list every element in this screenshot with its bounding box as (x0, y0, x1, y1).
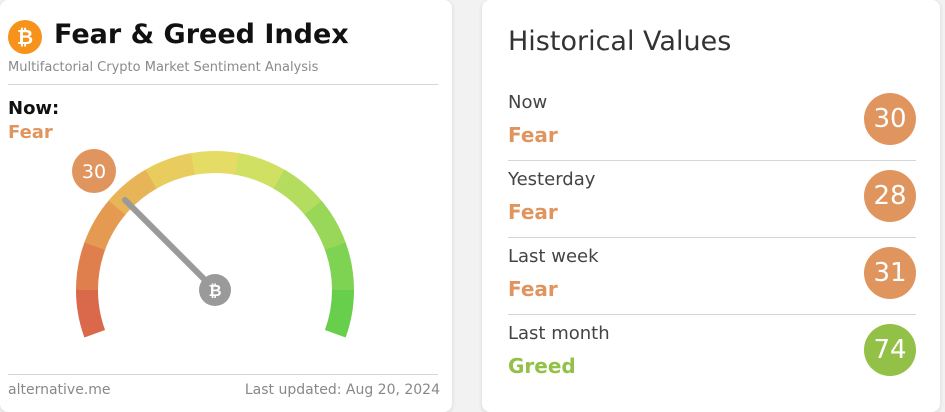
row-divider (508, 160, 916, 161)
gauge-arc (76, 151, 354, 338)
index-card: ₿ Fear & Greed Index Multifactorial Cryp… (0, 0, 452, 412)
period-label: Now (508, 92, 548, 113)
gauge-value: 30 (82, 161, 106, 183)
gauge-badge (72, 149, 116, 193)
row-divider (508, 237, 916, 238)
now-label: Now: (8, 98, 60, 119)
subtitle: Multifactorial Crypto Market Sentiment A… (8, 60, 319, 75)
value-badge: 30 (864, 93, 916, 145)
historical-card: Historical Values Now Fear 30 Yesterday Fear… (482, 0, 940, 412)
arc-segment (84, 199, 127, 251)
period-label: Last month (508, 323, 610, 344)
period-label: Last week (508, 246, 599, 267)
classification: Fear (508, 277, 558, 301)
classification: Fear (508, 123, 558, 147)
arc-segment (304, 200, 347, 252)
source: alternative.me (8, 382, 111, 398)
arc-segment (234, 153, 286, 190)
value-badge: 28 (864, 170, 916, 222)
title: Fear & Greed Index (54, 19, 349, 50)
period-label: Yesterday (508, 169, 596, 190)
arc-segment (108, 169, 158, 216)
bitcoin-icon: ₿ (8, 20, 42, 54)
classification: Fear (508, 200, 558, 224)
now-classification: Fear (8, 122, 53, 143)
classification: Greed (508, 354, 576, 378)
arc-segment (145, 152, 197, 189)
historical-title: Historical Values (508, 26, 732, 57)
divider (8, 84, 438, 85)
arc-segment (324, 242, 354, 292)
arc-segment (76, 241, 106, 291)
last-updated: Last updated: Aug 20, 2024 (244, 382, 440, 398)
needle (122, 197, 218, 293)
arc-segment (76, 288, 106, 338)
arc-segment (273, 169, 323, 216)
gauge: ₿ 30 (72, 149, 354, 338)
needle-hub (199, 274, 231, 306)
hub-icon: ₿ (208, 281, 221, 300)
divider (8, 374, 438, 375)
row-divider (508, 314, 916, 315)
value-badge: 74 (864, 324, 916, 376)
value-badge: 31 (864, 247, 916, 299)
arc-segment (190, 151, 241, 176)
arc-segment (324, 289, 354, 338)
